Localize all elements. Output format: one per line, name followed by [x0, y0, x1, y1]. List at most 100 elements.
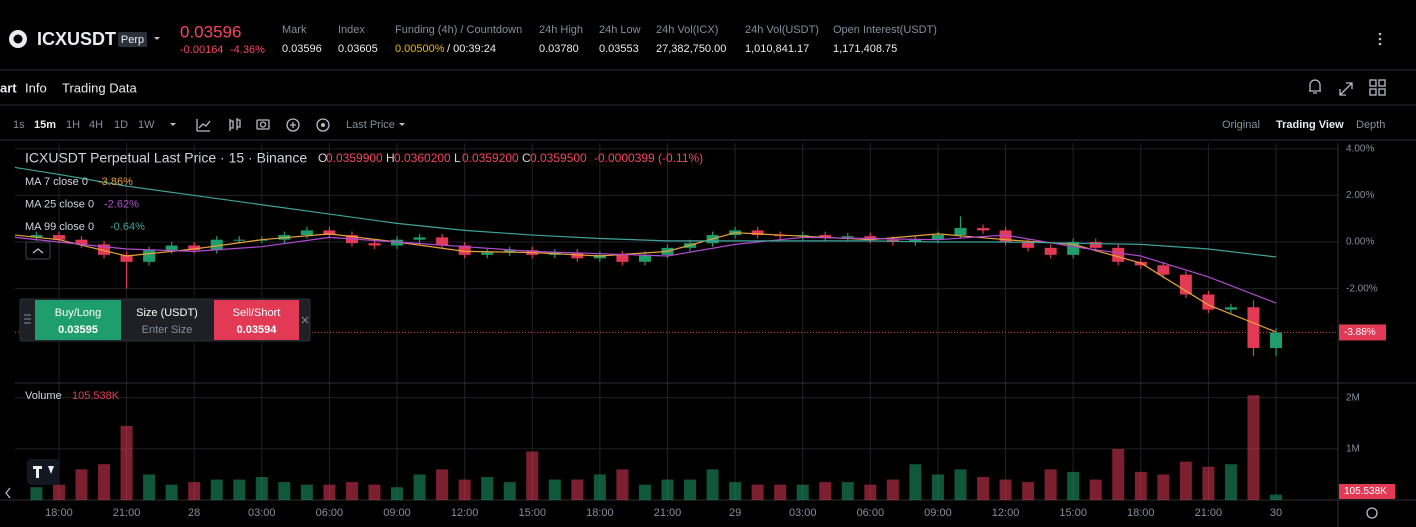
- stat-value: 0.03596: [282, 43, 322, 55]
- interval[interactable]: 4H: [89, 119, 103, 131]
- tv-logo[interactable]: [27, 459, 59, 485]
- volume-bar: [52, 484, 65, 500]
- last-price-badge: [1339, 324, 1386, 341]
- interval[interactable]: 15m: [34, 119, 56, 131]
- volume-bar: [751, 484, 764, 500]
- collapse-button[interactable]: [25, 241, 51, 260]
- volume-bar: [233, 479, 246, 500]
- candle-body: [1112, 247, 1125, 262]
- candle-body: [120, 254, 133, 262]
- expand-icon[interactable]: [1339, 82, 1353, 96]
- price-type[interactable]: Last Price: [346, 119, 395, 131]
- view-tab[interactable]: Depth: [1356, 119, 1385, 131]
- volume-bar: [1224, 464, 1237, 500]
- candle-body: [481, 252, 494, 255]
- tab[interactable]: Info: [25, 80, 47, 95]
- volume-bar: [819, 482, 832, 500]
- interval[interactable]: 1D: [114, 119, 128, 131]
- symbol[interactable]: ICXUSDT: [37, 29, 116, 49]
- interval-caret[interactable]: [170, 123, 176, 126]
- candle-body: [368, 243, 381, 246]
- volume-bar: [1044, 469, 1057, 500]
- symbol-caret[interactable]: [154, 37, 160, 40]
- candle-body: [1157, 265, 1170, 275]
- more-menu[interactable]: [1378, 32, 1382, 46]
- size-input[interactable]: Enter Size: [142, 324, 193, 336]
- last-price-label: -3.88%: [1344, 327, 1376, 338]
- x-tick-label: 06:00: [857, 507, 885, 519]
- x-tick-label: 21:00: [654, 507, 682, 519]
- volume-bar: [886, 479, 899, 500]
- tab[interactable]: Trading Data: [62, 80, 137, 95]
- x-tick-label: 18:00: [1127, 507, 1155, 519]
- x-tick-label: 06:00: [316, 507, 344, 519]
- ohlc-key: C: [522, 151, 531, 165]
- x-tick-label: 21:00: [113, 507, 141, 519]
- collapse-caret: [32, 248, 44, 254]
- stat-value: / 00:39:24: [447, 43, 496, 55]
- cell: [1369, 79, 1377, 87]
- chart-settings[interactable]: [1366, 507, 1378, 519]
- stat-label: 24h High: [539, 24, 583, 36]
- x-tick-label: 18:00: [45, 507, 73, 519]
- view-tab[interactable]: Original: [1222, 119, 1260, 131]
- volume-bar: [706, 469, 719, 500]
- close-widget[interactable]: [301, 316, 309, 324]
- sell-button[interactable]: [214, 300, 299, 340]
- interval[interactable]: 1H: [66, 119, 80, 131]
- volume-bar: [1112, 448, 1125, 500]
- drag-handle[interactable]: [24, 314, 31, 324]
- volume-bar: [931, 474, 944, 500]
- volume-bar: [616, 469, 629, 500]
- x-tick-label: 29: [729, 507, 741, 519]
- candle-body: [233, 239, 246, 241]
- stat-label: Index: [338, 24, 365, 36]
- candle-body: [931, 235, 944, 240]
- stat-value: 27,382,750.00: [656, 43, 726, 55]
- volume-bar: [503, 482, 516, 500]
- cell: [1378, 79, 1386, 87]
- candle-icon[interactable]: [229, 118, 241, 131]
- candle-body: [300, 230, 313, 236]
- cell: [1369, 88, 1377, 96]
- stat-label: Mark: [282, 24, 307, 36]
- stat-value: 0.00500%: [395, 43, 445, 55]
- indicator-icon[interactable]: [196, 119, 211, 132]
- settings-icon[interactable]: [316, 118, 330, 132]
- volume-bar: [1270, 494, 1283, 500]
- interval[interactable]: 1s: [13, 119, 25, 131]
- view-tab[interactable]: Trading View: [1276, 119, 1344, 131]
- layout-icon[interactable]: [1369, 79, 1386, 96]
- add-icon[interactable]: [286, 118, 300, 132]
- candle-body: [98, 244, 111, 255]
- interval[interactable]: 1W: [138, 119, 155, 131]
- volume-bar: [30, 487, 43, 500]
- ohlc-value: 0.0359900: [326, 151, 383, 165]
- candle-body: [977, 228, 990, 231]
- volume-bar: [661, 479, 674, 500]
- ohlc-value: 0.0360200: [394, 151, 451, 165]
- price-type-caret[interactable]: [399, 123, 405, 126]
- camera-lens: [259, 121, 267, 128]
- scroll-left[interactable]: [5, 487, 11, 499]
- volume-bar: [300, 484, 313, 500]
- sell-label: Sell/Short: [233, 307, 281, 319]
- bell-icon[interactable]: [1309, 79, 1321, 94]
- volume-bar: [1089, 479, 1102, 500]
- ma-value: -0.64%: [110, 221, 145, 233]
- size-label: Size (USDT): [136, 307, 198, 319]
- volume-bar: [548, 479, 561, 500]
- stat-value: 0.03605: [338, 43, 378, 55]
- volume-bar: [143, 474, 156, 500]
- camera-icon[interactable]: [256, 119, 270, 130]
- volume-bar: [188, 482, 201, 500]
- volume-bar: [368, 484, 381, 500]
- volume-bar: [255, 477, 268, 500]
- volume-bar: [954, 469, 967, 500]
- volume-badge-label: 105.538K: [1344, 486, 1387, 497]
- buy-button[interactable]: [35, 300, 121, 340]
- candle-body: [1247, 307, 1260, 349]
- ma-label: MA 7 close 0: [25, 176, 88, 188]
- tab[interactable]: art: [0, 80, 17, 95]
